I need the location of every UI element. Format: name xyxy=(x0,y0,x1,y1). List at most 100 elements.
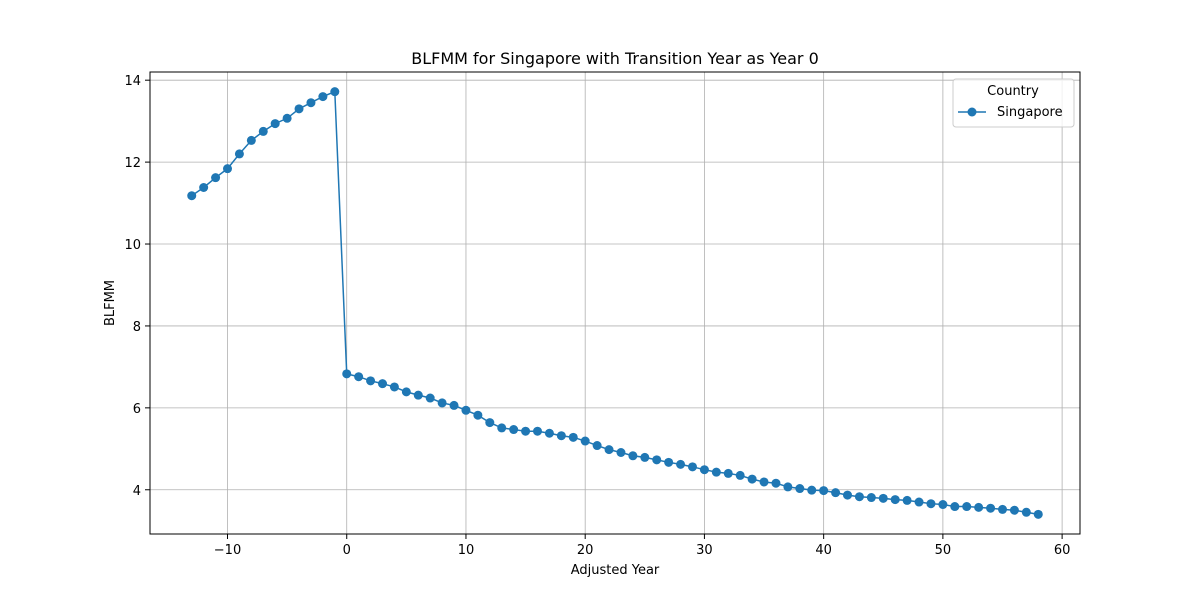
legend-title: Country xyxy=(987,84,1039,99)
data-point xyxy=(473,410,483,420)
axis-ticks: −10 0 10 20 30 40 50 60 4 6 8 10 12 14 xyxy=(124,74,1070,558)
data-point xyxy=(270,119,280,129)
data-point xyxy=(1033,509,1043,519)
data-point xyxy=(509,425,519,435)
data-point xyxy=(366,376,376,386)
data-point xyxy=(783,482,793,492)
data-point xyxy=(938,500,948,510)
data-point xyxy=(604,445,614,455)
data-point xyxy=(425,393,435,403)
data-point xyxy=(676,459,686,469)
data-point xyxy=(640,452,650,462)
y-tick-label: 10 xyxy=(124,238,141,253)
data-point xyxy=(282,113,292,123)
data-point xyxy=(211,173,221,183)
data-point xyxy=(592,441,602,451)
grid xyxy=(150,72,1080,534)
x-tick-label: 50 xyxy=(935,543,952,558)
data-point xyxy=(711,467,721,477)
data-point xyxy=(950,502,960,512)
data-point xyxy=(234,149,244,159)
data-point xyxy=(735,470,745,480)
x-tick-label: 60 xyxy=(1054,543,1071,558)
data-point xyxy=(664,457,674,467)
y-axis-label: BLFMM xyxy=(103,280,118,326)
y-tick-label: 12 xyxy=(124,156,141,171)
legend-marker xyxy=(967,107,977,117)
x-tick-label: −10 xyxy=(214,543,241,558)
x-tick-label: 0 xyxy=(343,543,351,558)
x-tick-label: 10 xyxy=(458,543,475,558)
x-tick-label: 20 xyxy=(577,543,594,558)
data-point xyxy=(199,183,209,192)
data-point xyxy=(819,486,829,496)
data-point xyxy=(521,426,531,436)
y-tick-label: 14 xyxy=(124,74,141,89)
data-point xyxy=(246,135,256,145)
data-point xyxy=(1009,505,1019,515)
data-point xyxy=(628,451,638,461)
data-point xyxy=(306,98,316,108)
data-point xyxy=(878,493,888,503)
data-point xyxy=(866,493,876,503)
data-point xyxy=(318,92,328,102)
data-point xyxy=(1021,507,1031,517)
data-point xyxy=(771,478,781,488)
legend: Country Singapore xyxy=(952,78,1075,128)
data-point xyxy=(854,492,864,502)
x-axis-label: Adjusted Year xyxy=(571,563,660,578)
data-point xyxy=(831,488,841,498)
data-point xyxy=(413,390,423,400)
data-point xyxy=(843,490,852,500)
data-point xyxy=(974,502,984,512)
data-point xyxy=(759,477,769,487)
data-point xyxy=(962,502,972,512)
data-point xyxy=(187,191,197,201)
series-layer xyxy=(187,87,1043,519)
data-point xyxy=(914,497,924,507)
data-point xyxy=(544,428,554,438)
data-point xyxy=(699,465,709,475)
x-tick-label: 40 xyxy=(815,543,832,558)
data-point xyxy=(449,400,459,410)
data-point xyxy=(497,423,507,433)
data-point xyxy=(616,447,626,457)
data-point xyxy=(294,104,304,114)
data-point xyxy=(652,455,662,465)
data-point xyxy=(258,126,268,136)
chart-title: BLFMM for Singapore with Transition Year… xyxy=(411,49,819,68)
data-point xyxy=(998,504,1007,514)
data-point xyxy=(986,503,996,513)
plot-frame xyxy=(149,71,1081,535)
data-point xyxy=(330,87,340,97)
data-point xyxy=(223,164,232,174)
data-point xyxy=(485,418,495,428)
legend-box xyxy=(952,78,1075,128)
data-point xyxy=(795,484,805,494)
data-point xyxy=(580,436,590,446)
data-point xyxy=(461,405,471,415)
data-point xyxy=(354,372,364,382)
y-tick-label: 4 xyxy=(133,484,141,499)
data-point xyxy=(342,369,352,379)
data-point xyxy=(556,431,566,441)
data-point xyxy=(401,387,411,397)
data-point xyxy=(378,379,387,389)
legend-label: Singapore xyxy=(997,105,1063,120)
data-point xyxy=(568,432,578,442)
data-point xyxy=(747,474,757,484)
y-tick-label: 6 xyxy=(133,402,141,417)
data-point xyxy=(890,495,900,505)
data-point xyxy=(926,499,936,509)
y-tick-label: 8 xyxy=(133,320,141,335)
data-point xyxy=(807,485,817,495)
data-point xyxy=(533,426,542,436)
series-line-singapore xyxy=(191,90,1039,516)
data-point xyxy=(437,398,447,408)
data-point xyxy=(389,382,399,392)
data-point xyxy=(723,468,733,478)
x-tick-label: 30 xyxy=(696,543,713,558)
data-point xyxy=(902,495,912,505)
data-point xyxy=(688,462,697,472)
